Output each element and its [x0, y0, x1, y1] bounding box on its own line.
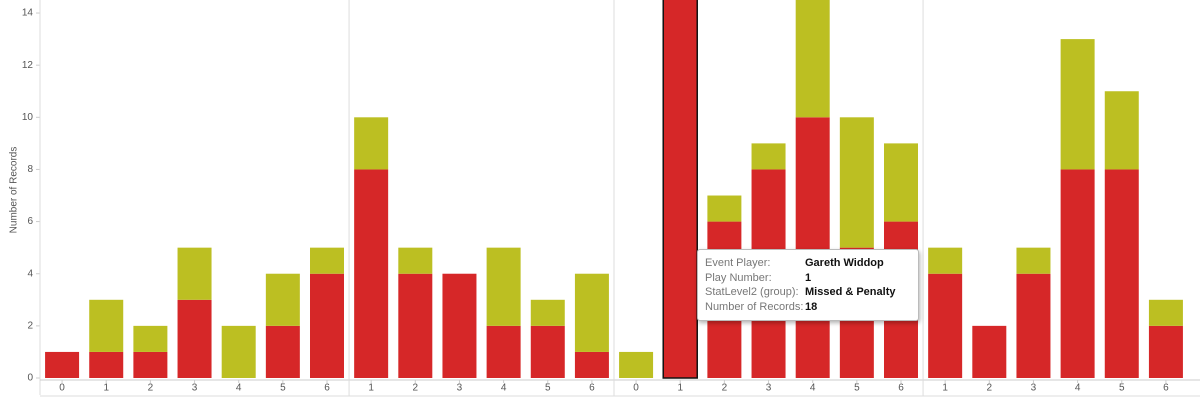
- y-tick-label: 12: [22, 60, 34, 71]
- bar-segment: [45, 351, 80, 378]
- x-tick-label: 0: [59, 383, 65, 394]
- x-tick-label: 5: [1119, 383, 1125, 394]
- bar-segment: [1016, 247, 1051, 274]
- x-tick-label: 3: [192, 383, 198, 394]
- tooltip-label: Event Player:: [705, 257, 771, 269]
- tooltip-label: Play Number:: [705, 271, 772, 284]
- y-axis-label: Number of Records: [9, 147, 20, 234]
- x-tick-label: 2: [987, 383, 993, 394]
- bar-segment: [486, 247, 521, 326]
- bar-segment: [1148, 299, 1183, 326]
- bar-segment: [530, 299, 565, 326]
- bar-segment: [972, 325, 1007, 378]
- tooltip-value: Gareth Widdop: [805, 257, 884, 269]
- x-tick-label: 6: [324, 383, 330, 394]
- bar-segment: [707, 195, 742, 222]
- y-tick-label: 6: [27, 216, 33, 227]
- tooltip-row: Event Player: Gareth Widdop: [705, 256, 911, 271]
- bar-segment: [1060, 169, 1095, 378]
- bar-segment: [795, 0, 830, 118]
- x-tick-label: 2: [722, 383, 728, 394]
- bar-segment: [177, 247, 212, 300]
- x-tick-label: 2: [413, 383, 419, 394]
- bar-segment: [884, 143, 918, 222]
- tooltip-row: Number of Records: 18: [705, 300, 911, 315]
- x-tick-label: 5: [545, 383, 551, 394]
- x-tick-label: 2: [148, 383, 154, 394]
- x-tick-label: 3: [457, 383, 463, 394]
- bar-segment: [398, 247, 433, 274]
- tooltip: Event Player: Gareth Widdop Play Number: 1 S…: [697, 249, 919, 321]
- x-tick-label: 3: [766, 383, 772, 394]
- bar-segment: [530, 325, 565, 378]
- x-tick-label: 1: [103, 383, 109, 394]
- bar-segment: [177, 299, 212, 378]
- tooltip-row: StatLevel2 (group): Missed & Penalty: [705, 285, 911, 300]
- bar-segment: [751, 143, 786, 170]
- tooltip-row: Play Number: 1: [705, 271, 911, 286]
- bar-segment: [795, 117, 830, 378]
- bar-segment: [1060, 39, 1095, 170]
- bar-segment: [310, 273, 344, 378]
- bar-segment: [662, 0, 698, 379]
- bar-segment: [221, 325, 256, 378]
- bar-segment: [133, 351, 168, 378]
- bar-segment: [310, 247, 344, 274]
- bar-segment: [89, 299, 124, 352]
- x-tick-label: 4: [236, 383, 242, 394]
- bar-segment: [1148, 325, 1183, 378]
- x-tick-label: 1: [368, 383, 374, 394]
- bar-segment: [574, 273, 609, 352]
- bar-segment: [928, 273, 963, 378]
- bar-segment: [89, 351, 124, 378]
- bar-segment: [1104, 91, 1139, 170]
- bar-segment: [442, 273, 477, 378]
- y-tick-label: 10: [22, 112, 34, 123]
- y-tick-label: 2: [27, 321, 33, 332]
- x-tick-label: 6: [589, 383, 595, 394]
- tooltip-label: StatLevel2 (group):: [705, 286, 799, 298]
- x-tick-label: 1: [942, 383, 948, 394]
- y-tick-label: 4: [27, 268, 33, 279]
- y-tick-label: 8: [27, 164, 33, 175]
- tooltip-value: 1: [805, 271, 812, 284]
- bar-segment: [354, 169, 389, 378]
- tooltip-label: Number of Records:: [705, 300, 804, 313]
- x-tick-label: 4: [810, 383, 816, 394]
- bar-segment: [928, 247, 963, 274]
- x-tick-label: 5: [854, 383, 860, 394]
- y-tick-label: 14: [22, 8, 34, 19]
- x-tick-label: 1: [677, 383, 683, 394]
- bar-segment: [1016, 273, 1051, 378]
- bar-segment: [839, 117, 874, 248]
- tooltip-value: 18: [805, 300, 818, 313]
- bar-segment: [398, 273, 433, 378]
- x-tick-label: 0: [633, 383, 639, 394]
- x-tick-label: 3: [1031, 383, 1037, 394]
- x-tick-label: 6: [1163, 383, 1169, 394]
- x-tick-label: 5: [280, 383, 286, 394]
- bar-segment: [574, 351, 609, 378]
- x-tick-label: 4: [501, 383, 507, 394]
- bar-segment: [354, 117, 389, 170]
- y-tick-label: 0: [27, 373, 33, 384]
- x-tick-label: 6: [898, 383, 904, 394]
- bar-segment: [486, 325, 521, 378]
- bar-segment: [1104, 169, 1139, 378]
- bar-segment: [265, 273, 300, 326]
- bar-segment: [619, 351, 654, 378]
- tooltip-value: Missed & Penalty: [805, 286, 896, 298]
- x-tick-label: 4: [1075, 383, 1081, 394]
- bar-segment: [133, 325, 168, 352]
- bar-segment: [265, 325, 300, 378]
